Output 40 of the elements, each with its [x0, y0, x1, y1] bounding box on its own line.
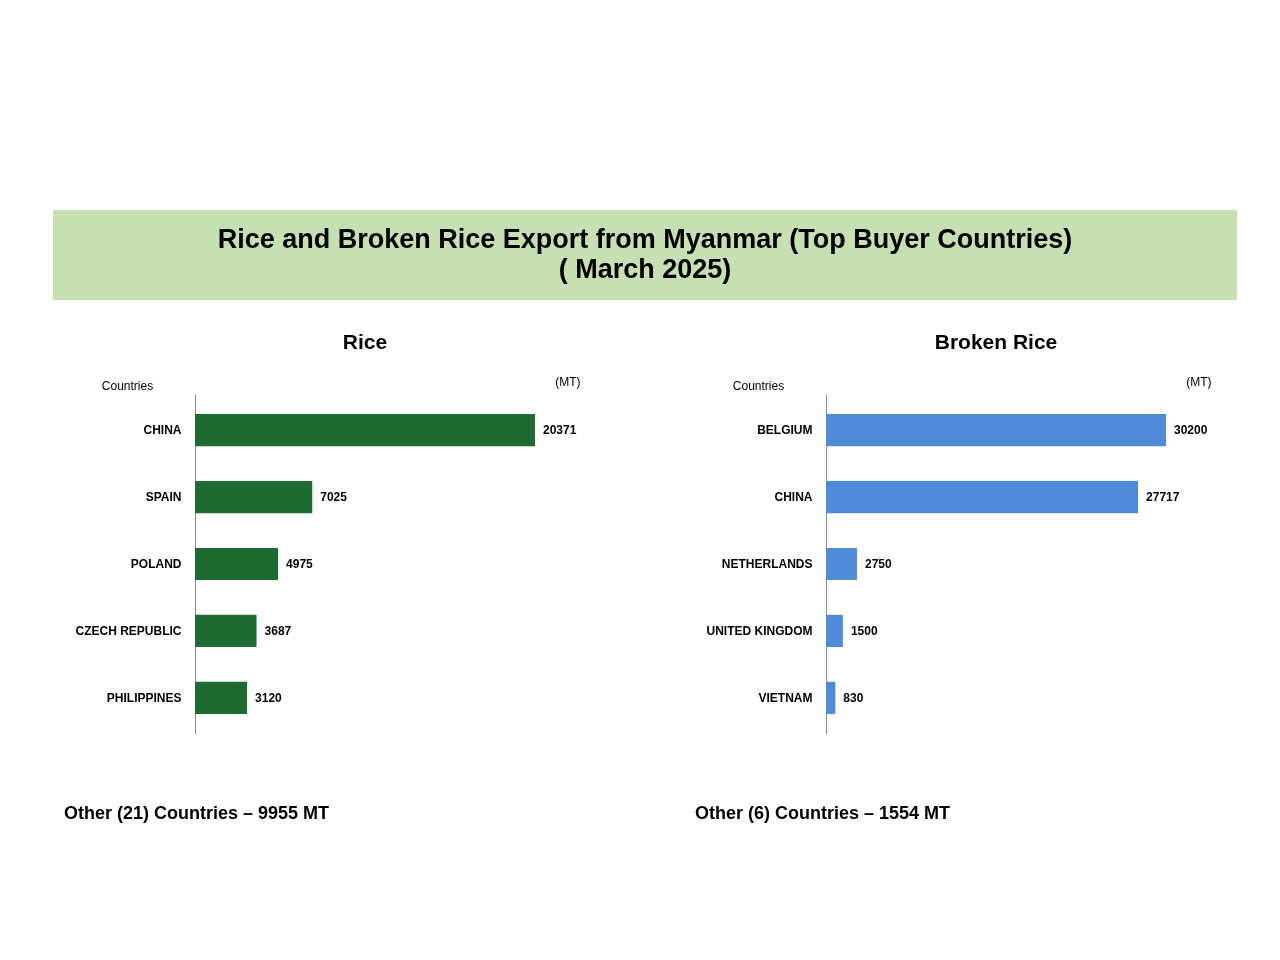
data-label: 4975	[286, 557, 314, 571]
bar	[195, 547, 279, 581]
text: Rice and Broken Rice Export from Myanmar (Top Buyer Countries)	[217, 224, 1073, 254]
data-label: 7025	[320, 490, 348, 505]
bar	[826, 614, 843, 647]
y-tick-label: UNITED KINGDOM	[706, 623, 813, 638]
text: Other (6) Countries – 1554 MT	[695, 803, 951, 823]
bar	[195, 614, 257, 647]
data-label: 30200	[1174, 423, 1208, 438]
y-axis-title: Countries	[101, 378, 154, 393]
data-label: 20371	[543, 423, 577, 438]
bar	[826, 547, 857, 581]
y-tick-label: CZECH REPUBLIC	[75, 623, 182, 638]
y-tick-label: PHILIPPINES	[106, 690, 182, 705]
bar	[826, 681, 836, 714]
data-label: 830	[843, 690, 864, 705]
y-tick-label: CHINA	[143, 423, 182, 438]
y-tick-label: CHINA	[774, 490, 813, 505]
bar	[826, 481, 1139, 514]
data-label: 2750	[864, 557, 892, 571]
y-axis-title: Countries	[732, 378, 785, 393]
y-tick-label: SPAIN	[145, 490, 182, 505]
data-label: 1500	[850, 623, 878, 638]
chart-title: Broken Rice	[934, 330, 1058, 353]
bar	[826, 414, 1166, 447]
x-axis-title: (MT)	[555, 374, 581, 389]
data-label: 27717	[1146, 490, 1180, 505]
y-tick-label: NETHERLANDS	[721, 557, 813, 571]
text: Other (21) Countries – 9955 MT	[64, 803, 330, 823]
chart-title: Rice	[342, 330, 388, 353]
data-label: 3120	[255, 690, 283, 705]
text: ( March 2025)	[558, 254, 732, 284]
y-tick-label: BELGIUM	[757, 423, 813, 438]
x-axis-title: (MT)	[1186, 374, 1212, 389]
bar	[195, 481, 313, 514]
bar	[195, 681, 248, 714]
y-tick-label: VIETNAM	[758, 690, 813, 705]
bar	[195, 414, 535, 447]
data-label: 3687	[264, 623, 292, 638]
y-tick-label: POLAND	[130, 557, 182, 571]
